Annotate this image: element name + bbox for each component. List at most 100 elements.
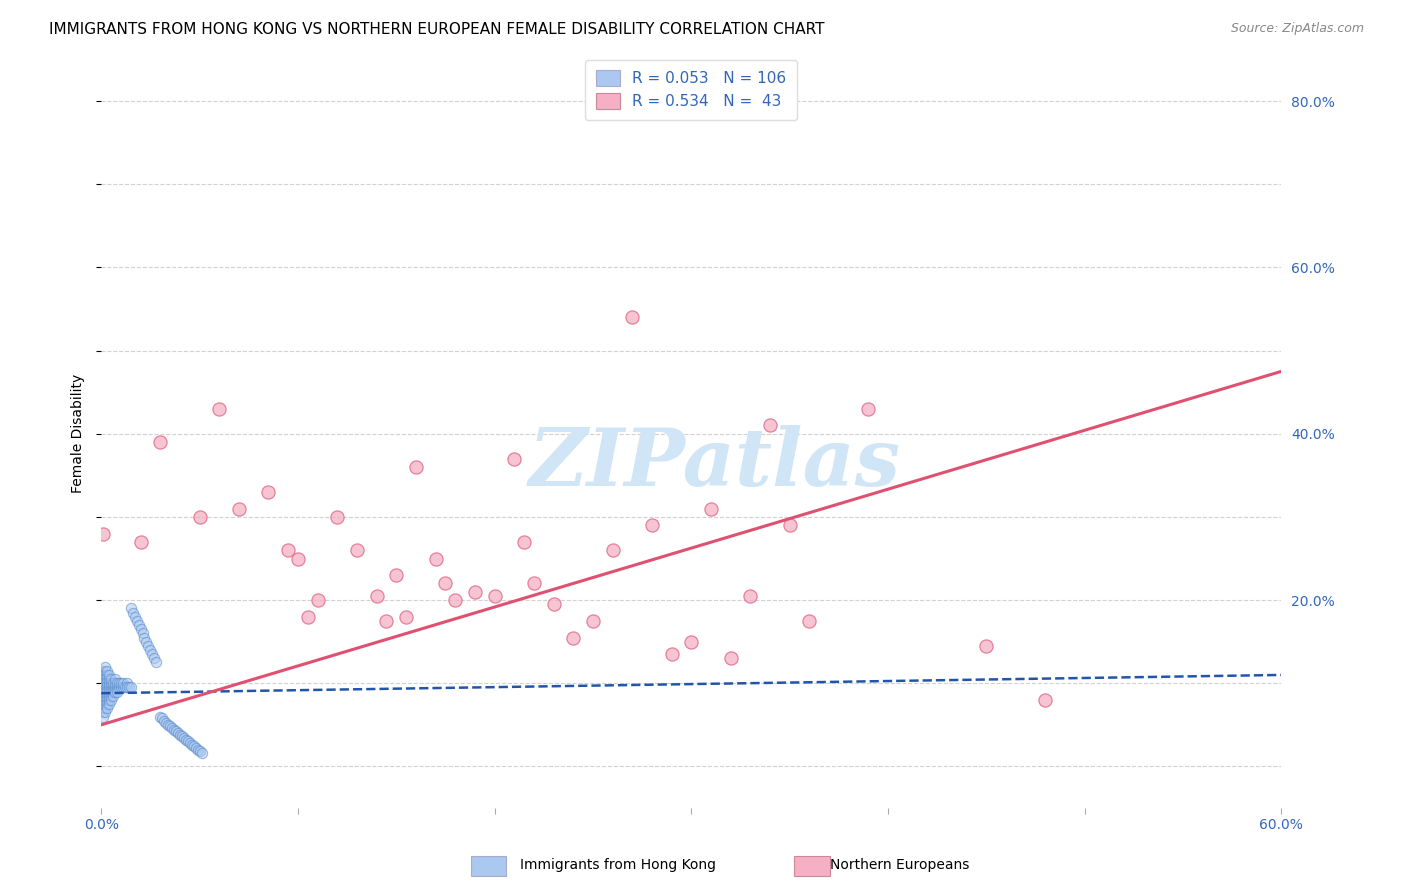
Point [105,676,128,690]
Text: Immigrants from Hong Kong: Immigrants from Hong Kong [520,858,716,872]
Point [94,659,117,673]
Point [91,693,114,707]
Point [91,684,114,698]
Point [141,647,163,661]
Point [96,672,118,686]
Point [145,656,167,670]
Point [395,609,418,624]
Point [297,609,319,624]
Point [100,681,122,695]
Point [134,631,156,645]
Point [114,681,136,695]
Point [139,643,162,657]
Point [759,418,782,433]
Point [125,614,148,628]
Point [98,697,121,711]
Point [562,631,585,645]
Point [129,622,152,636]
Point [111,676,134,690]
Point [94,681,117,695]
Point [190,746,212,760]
Point [96,701,118,715]
Point [167,726,190,740]
Point [115,676,138,690]
Point [287,551,309,566]
Point [543,597,565,611]
Point [120,681,142,695]
Point [153,714,176,728]
Point [105,684,128,698]
Point [143,651,166,665]
Point [155,716,177,731]
Point [91,526,114,541]
Point [179,736,201,750]
Point [159,719,181,733]
Point [98,689,121,703]
Point [100,676,122,690]
Point [94,676,117,690]
Text: Source: ZipAtlas.com: Source: ZipAtlas.com [1230,22,1364,36]
Point [366,589,388,603]
Point [740,589,762,603]
Point [105,681,128,695]
Point [91,697,114,711]
Point [98,676,121,690]
Point [187,743,209,757]
Point [110,681,132,695]
Point [101,684,124,698]
Point [98,672,121,686]
Point [523,576,546,591]
Point [91,664,114,678]
Point [138,639,160,653]
Point [174,732,197,747]
Point [110,676,132,690]
Point [96,693,118,707]
Point [277,543,299,558]
Point [405,460,427,475]
Point [96,684,118,698]
Point [91,706,114,720]
Point [129,535,152,549]
Point [434,576,457,591]
Point [98,681,121,695]
Point [98,684,121,698]
Point [700,501,723,516]
Point [96,697,118,711]
Point [173,731,195,746]
Point [464,584,486,599]
Point [96,689,118,703]
Point [118,681,141,695]
Point [108,676,131,690]
Point [101,689,124,703]
Text: Northern Europeans: Northern Europeans [830,858,969,872]
Point [94,697,117,711]
Text: IMMIGRANTS FROM HONG KONG VS NORTHERN EUROPEAN FEMALE DISABILITY CORRELATION CHA: IMMIGRANTS FROM HONG KONG VS NORTHERN EU… [49,22,825,37]
Point [120,601,142,615]
Point [128,618,150,632]
Point [96,676,118,690]
Point [157,718,180,732]
Point [135,634,157,648]
Point [100,672,122,686]
Point [150,711,173,725]
Point [188,744,211,758]
Point [149,709,172,723]
Point [131,626,153,640]
Point [94,684,117,698]
Point [180,738,202,752]
Point [661,647,683,661]
Point [444,593,467,607]
Point [98,668,121,682]
Point [100,684,122,698]
Point [94,664,117,678]
Point [582,614,605,628]
Point [111,681,134,695]
Point [208,401,231,416]
Point [104,681,127,695]
Point [115,681,138,695]
Point [503,451,526,466]
Point [104,676,127,690]
Point [91,681,114,695]
Point [326,510,349,524]
Point [94,701,117,715]
